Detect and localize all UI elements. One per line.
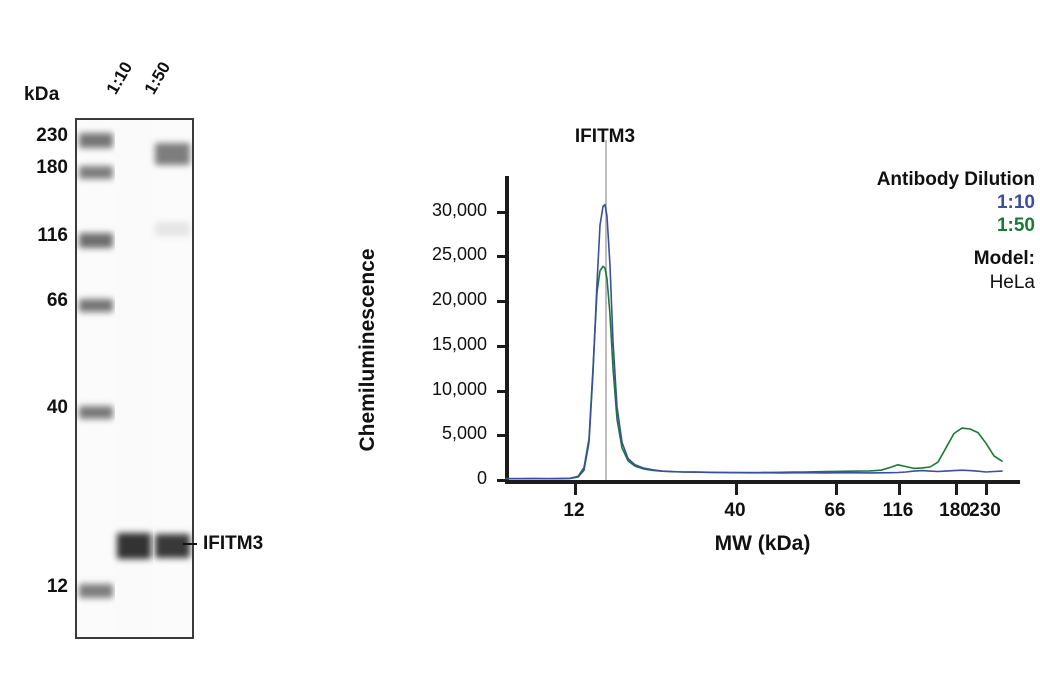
blot-band [117,533,151,559]
legend-entry-1-10: 1:10 [996,191,1035,213]
callout-label: IFITM3 [203,533,264,554]
chart-legend: Antibody Dilution 1:10 1:50 Model: HeLa [770,168,1035,295]
blot-marker-116: 116 [37,225,68,246]
x-tick-label: 230 [969,500,1001,521]
x-axis-title: MW (kDa) [714,532,811,555]
blot-band-callout: IFITM3 [183,533,263,555]
blot-marker-66: 66 [46,290,68,311]
peak-annotation-label: IFITM3 [574,126,636,147]
western-blot-panel: kDa 230 180 116 66 40 12 IFITM3 1:10 1:50 [0,0,330,700]
blot-lane-ladder [77,120,115,637]
x-tick [574,484,577,495]
blot-band [155,222,190,236]
blot-marker-40: 40 [46,397,68,418]
y-tick-label: 25,000 [431,244,487,265]
blot-band [79,584,113,598]
legend-title: Antibody Dilution [876,169,1035,190]
blot-band [79,165,113,179]
blot-lane-label-1-50: 1:50 [140,58,175,98]
x-axis-line [505,480,1020,484]
legend-entry-1-50: 1:50 [996,214,1035,236]
blot-band [79,298,113,312]
trace-1-10 [505,203,1003,480]
blot-band [79,232,113,248]
y-tick [497,344,507,348]
x-tick [835,484,838,495]
blot-marker-labels: 230 180 116 66 40 12 [4,0,68,700]
x-tick-label: 116 [882,500,914,521]
x-tick-label: 12 [563,500,585,521]
y-tick [497,210,507,214]
blot-band [155,143,190,165]
x-tick-label: 180 [939,500,971,521]
y-axis-line [505,176,509,480]
y-tick [497,434,507,438]
x-tick [735,484,738,495]
trace-plot [505,203,1003,480]
y-tick-label: 10,000 [431,378,487,399]
chemiluminescence-chart-panel: Chemiluminescence 0 5,000 10,000 15,000 20,0… [330,0,1040,700]
legend-model-title: Model: [973,248,1035,270]
blot-lane-1-10 [115,120,153,637]
y-tick [497,300,507,304]
x-tick-label: 40 [724,500,746,521]
blot-marker-230: 230 [36,125,68,146]
blot-lane-label-1-10: 1:10 [102,58,137,98]
peak-marker-line [605,140,607,480]
y-tick-label: 20,000 [431,289,487,310]
blot-axis-title: kDa [24,84,60,105]
x-tick-label: 66 [824,500,846,521]
y-axis-ticks: 0 5,000 10,000 15,000 20,000 25,000 30,000 [330,0,507,700]
blot-image [75,118,194,639]
x-tick [955,484,958,495]
trace-1-50 [505,265,1003,480]
y-tick-label: 0 [476,468,487,488]
blot-lane-1-50 [153,120,192,637]
blot-band [79,132,113,148]
y-tick-label: 5,000 [441,423,487,444]
callout-dash-icon [183,543,197,545]
x-tick [898,484,901,495]
y-tick [497,255,507,259]
blot-marker-180: 180 [36,157,68,178]
y-tick [497,479,507,482]
x-tick [985,484,988,495]
y-tick-label: 30,000 [431,199,487,220]
blot-marker-12: 12 [46,576,68,597]
y-tick-label: 15,000 [431,333,487,354]
y-tick [497,389,507,393]
blot-band [155,534,190,558]
blot-band [79,405,113,419]
legend-model-value: HeLa [989,272,1035,294]
